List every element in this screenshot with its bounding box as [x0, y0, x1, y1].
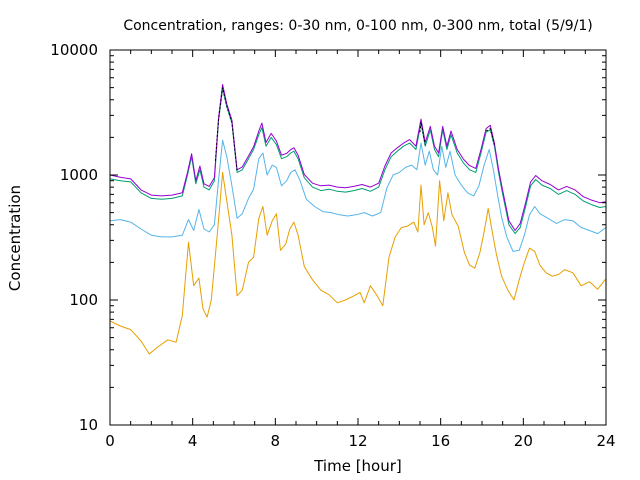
series-line-dashed — [214, 87, 238, 172]
series-line-dashed — [485, 127, 495, 145]
y-tick-label: 10 — [79, 416, 98, 434]
x-tick-label: 16 — [431, 432, 450, 450]
x-tick-label: 12 — [348, 432, 367, 450]
x-tick-label: 20 — [514, 432, 533, 450]
y-axis-label: Concentration — [6, 185, 24, 291]
series-line-2 — [109, 139, 607, 252]
x-tick-label: 24 — [596, 432, 615, 450]
y-tick-label: 10000 — [50, 41, 98, 59]
x-axis-label: Time [hour] — [313, 457, 402, 475]
series-line-dashed — [419, 122, 426, 145]
y-tick-label: 1000 — [60, 166, 98, 184]
y-tick-label: 100 — [69, 291, 98, 309]
y-axis: 10 100 1000 10000 — [50, 41, 606, 434]
x-tick-label: 8 — [271, 432, 281, 450]
x-axis: 0 4 8 12 16 20 24 — [105, 50, 616, 450]
plot-lines — [109, 84, 607, 355]
series-line-3 — [109, 88, 607, 235]
series-line-1 — [109, 171, 607, 355]
x-tick-label: 4 — [188, 432, 198, 450]
plot-frame — [109, 49, 607, 426]
chart-title: Concentration, ranges: 0-30 nm, 0-100 nm… — [123, 18, 592, 34]
x-tick-label: 0 — [105, 432, 115, 450]
series-line-4 — [109, 84, 607, 231]
